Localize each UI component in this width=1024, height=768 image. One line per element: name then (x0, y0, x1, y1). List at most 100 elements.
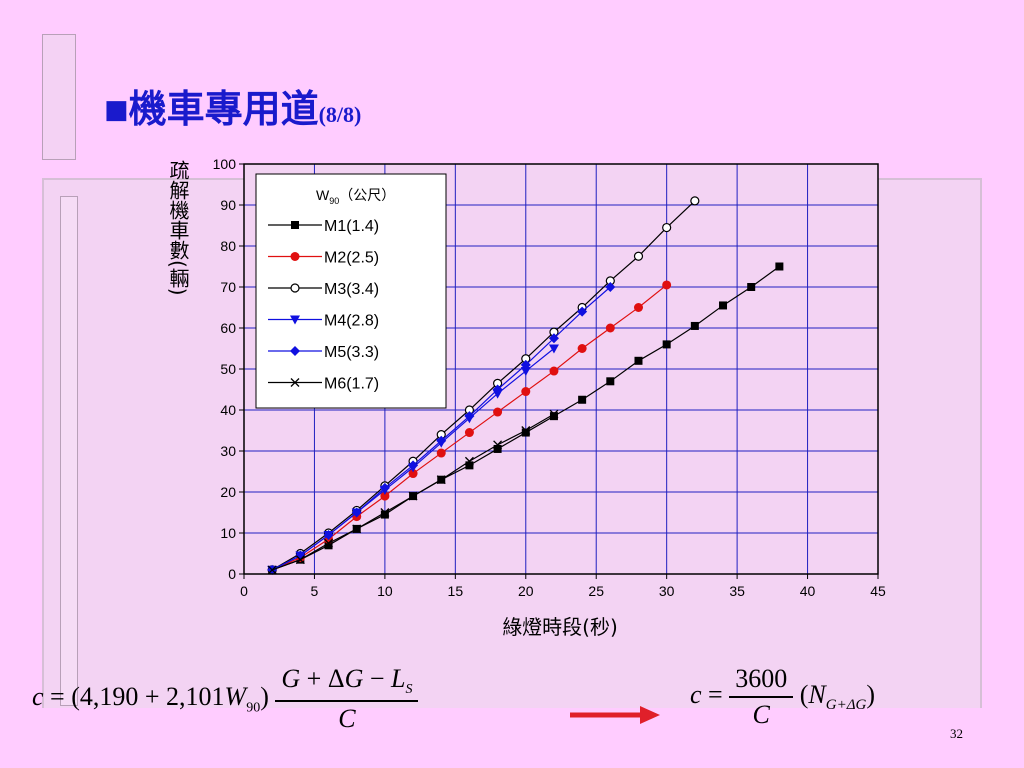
x-axis-label: 綠燈時段(秒) (502, 615, 618, 639)
legend-marker (290, 252, 300, 261)
data-point (633, 303, 643, 312)
data-point (408, 491, 418, 501)
formula-denominator-right: C (752, 700, 770, 729)
data-point (662, 340, 671, 349)
data-point (549, 366, 559, 376)
data-point (633, 251, 644, 261)
data-point (521, 428, 530, 437)
legend-label: M1(1.4) (324, 218, 379, 235)
data-point (436, 448, 446, 458)
data-point (464, 428, 474, 438)
x-tick-label: 40 (800, 583, 816, 599)
data-point (464, 411, 475, 422)
data-point (324, 541, 333, 550)
data-point (690, 196, 700, 206)
data-point (520, 367, 531, 377)
data-point (719, 301, 728, 310)
data-point (493, 407, 503, 417)
formula-equals: = (50, 682, 65, 712)
data-point (380, 510, 389, 519)
data-point (578, 395, 587, 404)
formula-numerator: G + ΔG − LS (275, 664, 419, 703)
data-point (408, 460, 419, 471)
data-point (690, 321, 699, 330)
data-point (492, 384, 503, 395)
page-number: 32 (950, 726, 963, 741)
data-point (379, 482, 390, 493)
formula-w-sub: 90 (246, 700, 261, 716)
formula-denominator: C (338, 704, 356, 734)
x-tick-label: 45 (870, 583, 886, 599)
arrow-icon (570, 706, 660, 724)
data-point (323, 530, 334, 541)
data-point (521, 387, 531, 397)
legend: W90（公尺） M1(1.4) M2(2.5) M3(3.4) M4(2.8) M5(3.… (255, 173, 447, 409)
data-point (436, 475, 446, 485)
data-point (324, 538, 333, 548)
legend-box (255, 173, 447, 409)
data-point (662, 280, 672, 290)
num-g: G (281, 664, 301, 693)
num-l: L (391, 664, 406, 693)
data-point (605, 282, 616, 292)
num-l-sub: S (405, 682, 413, 698)
data-point (549, 412, 558, 421)
formula-numerator-right: 3600 (729, 664, 794, 698)
legend-label: M6(1.7) (324, 376, 379, 393)
x-tick-label: 5 (311, 583, 319, 599)
data-point (351, 507, 362, 518)
formula-close-paren-right: ) (866, 679, 875, 709)
legend-entry: M3(3.4) (268, 281, 379, 298)
formula-c-right: c (690, 679, 702, 709)
data-point (521, 426, 531, 435)
series-2 (267, 280, 672, 575)
y-axis-label: 疏解機車數(輛) (166, 160, 190, 296)
x-tick-label: 0 (240, 583, 248, 599)
chart: 0 5 10 15 20 25 30 35 40 45 0 10 20 30 40 50 60 70 80 90 100… (213, 156, 886, 639)
data-point (436, 435, 447, 446)
data-point (548, 344, 559, 354)
data-point (493, 444, 502, 453)
decorative-left-bar (60, 196, 78, 706)
data-point (380, 491, 390, 501)
data-point (465, 461, 474, 470)
legend-label: M2(2.5) (324, 250, 379, 267)
y-tick-label: 0 (228, 566, 236, 582)
x-tick-label: 35 (729, 583, 745, 599)
capacity-formula: c = (4,190 + 2,101W90) G + ΔG − LS C (32, 664, 419, 734)
x-tick-label: 30 (659, 583, 675, 599)
y-tick-label: 50 (220, 361, 236, 377)
data-point (493, 440, 503, 450)
decorative-top-bar (42, 34, 76, 160)
y-tick-label: 10 (220, 525, 236, 541)
formula-n-sub: G+ΔG (825, 697, 867, 714)
y-tick-label: 100 (213, 156, 237, 172)
y-tick-label: 90 (220, 197, 236, 213)
series-6 (267, 409, 559, 575)
data-point (352, 524, 362, 534)
data-point (577, 306, 588, 317)
num-g2: G (344, 664, 364, 693)
formula-coefficient: (4,190 + 2,101 (71, 682, 225, 712)
legend-label: M3(3.4) (324, 281, 379, 298)
data-point (549, 409, 559, 419)
data-point (295, 555, 305, 565)
y-tick-label: 70 (220, 279, 236, 295)
y-tick-label: 40 (220, 402, 236, 418)
title-text: 機車專用道 (128, 86, 319, 131)
legend-marker (290, 346, 300, 356)
data-point (267, 565, 277, 575)
formula-open-paren-right: ( (799, 679, 809, 709)
simplified-formula: c = 3600 C (NG+ΔG) (690, 664, 875, 730)
formula-w: W (224, 682, 247, 712)
data-point (662, 222, 672, 233)
num-plus-delta: + Δ (306, 664, 345, 693)
x-tick-label: 15 (448, 583, 464, 599)
legend-entry: M1(1.4) (268, 218, 379, 235)
y-tick-label: 20 (220, 484, 236, 500)
legend-entry: M5(3.3) (268, 344, 379, 361)
formula-close-paren: ) (260, 682, 269, 712)
data-point (775, 262, 784, 271)
data-point (606, 377, 615, 386)
data-point (548, 333, 559, 344)
